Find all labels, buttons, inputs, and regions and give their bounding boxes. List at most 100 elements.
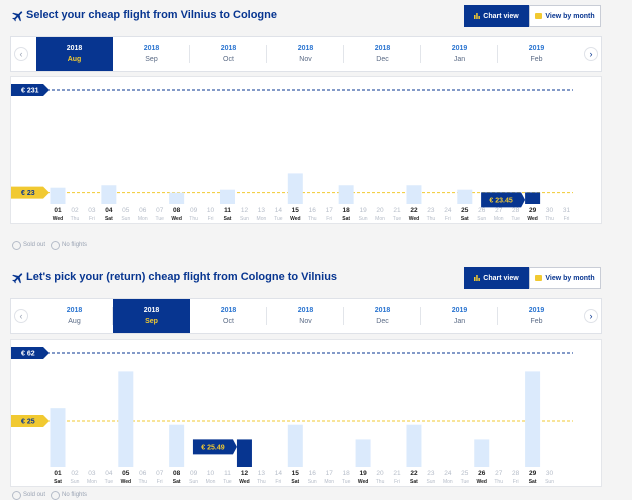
fare-bar[interactable]: [50, 408, 66, 467]
max-price-label: € 231: [21, 88, 39, 95]
day-number[interactable]: 01: [54, 207, 62, 214]
day-number: 12: [241, 207, 249, 214]
month-name: Feb: [530, 56, 543, 63]
day-number[interactable]: 22: [410, 207, 418, 214]
chevron-right-icon[interactable]: ›: [584, 47, 598, 61]
weekday-label: Thu: [494, 479, 503, 485]
fare-bar[interactable]: [169, 424, 185, 467]
chevron-right-icon[interactable]: ›: [584, 309, 598, 323]
day-number[interactable]: 04: [105, 207, 113, 214]
fare-bar[interactable]: [169, 192, 185, 204]
day-number[interactable]: 12: [241, 470, 249, 477]
day-number: 23: [427, 470, 435, 477]
month-name: Oct: [223, 318, 234, 325]
month-divider: [112, 307, 113, 325]
month-tab-dec[interactable]: 2018 Dec: [344, 299, 421, 333]
fare-bar[interactable]: [287, 424, 303, 467]
fare-bar[interactable]: [220, 189, 235, 204]
weekday-label: Mon: [324, 479, 334, 485]
day-number: 31: [563, 207, 571, 214]
max-price-tag: [11, 347, 49, 359]
day-number: 07: [156, 207, 164, 214]
fare-bar[interactable]: [406, 424, 422, 467]
month-divider: [343, 45, 344, 63]
return-chart-svg: € 62 € 25 01 Sat 02 Sun 03 Mon 04 Tue 05 Wed 06 Thu 07…: [11, 347, 573, 485]
day-number: 25: [461, 470, 469, 477]
plane-icon: [12, 273, 23, 284]
month-year: 2018: [297, 307, 314, 314]
sold-out-label: Sold out: [23, 242, 46, 248]
fare-bar[interactable]: [457, 189, 473, 204]
month-name: Nov: [299, 56, 312, 63]
fare-bar[interactable]: [474, 439, 490, 467]
day-number: 24: [444, 207, 452, 214]
selected-fare-bar[interactable]: [525, 192, 541, 204]
day-number[interactable]: 25: [461, 207, 469, 214]
fare-bar[interactable]: [50, 187, 66, 204]
month-tab-feb[interactable]: 2019 Feb: [498, 299, 575, 333]
day-number[interactable]: 29: [529, 470, 537, 477]
day-number[interactable]: 08: [173, 470, 181, 477]
month-tab-nov[interactable]: 2018 Nov: [267, 37, 344, 71]
day-number[interactable]: 19: [359, 470, 367, 477]
calendar-icon: [535, 13, 543, 19]
month-tab-jan[interactable]: 2019 Jan: [421, 299, 498, 333]
month-tab-sep[interactable]: 2018 Sep: [113, 299, 190, 333]
month-tab-nov[interactable]: 2018 Nov: [267, 299, 344, 333]
month-year: 2019: [528, 45, 545, 52]
day-number: 06: [139, 207, 147, 214]
weekday-label: Sat: [342, 216, 350, 222]
day-number[interactable]: 15: [292, 207, 300, 214]
month-tab-jan[interactable]: 2019 Jan: [421, 37, 498, 71]
fare-bar[interactable]: [338, 185, 354, 204]
month-tab-dec[interactable]: 2018 Dec: [344, 37, 421, 71]
day-number[interactable]: 18: [343, 207, 351, 214]
month-year: 2018: [220, 307, 237, 314]
weekday-label: Sat: [54, 479, 62, 485]
day-number[interactable]: 01: [54, 470, 62, 477]
weekday-label: Mon: [494, 216, 504, 222]
day-number[interactable]: 22: [410, 470, 418, 477]
weekday-label: Fri: [157, 479, 163, 485]
month-tab-oct[interactable]: 2018 Oct: [190, 299, 267, 333]
month-tab-sep[interactable]: 2018 Sep: [113, 37, 190, 71]
fare-bar[interactable]: [525, 371, 541, 467]
fare-bar[interactable]: [287, 173, 303, 204]
month-divider: [497, 307, 498, 325]
day-number[interactable]: 26: [478, 470, 486, 477]
month-divider: [497, 45, 498, 63]
day-number[interactable]: 29: [529, 207, 537, 214]
day-number: 20: [376, 207, 384, 214]
average-price-label: € 23: [21, 190, 35, 197]
price-tooltip: [192, 439, 237, 455]
chart-view-button[interactable]: Chart view: [464, 5, 529, 27]
weekday-label: Sat: [461, 216, 469, 222]
day-number[interactable]: 15: [292, 470, 300, 477]
weekday-label: Fri: [394, 479, 400, 485]
chevron-left-icon[interactable]: ‹: [14, 309, 28, 323]
chevron-left-icon[interactable]: ‹: [14, 47, 28, 61]
month-tab-feb[interactable]: 2019 Feb: [498, 37, 575, 71]
chart-view-button[interactable]: Chart view: [464, 267, 529, 289]
weekday-label: Sun: [477, 216, 486, 222]
selected-fare-bar[interactable]: [236, 439, 252, 467]
month-tab-oct[interactable]: 2018 Oct: [190, 37, 267, 71]
fare-bar[interactable]: [101, 185, 117, 204]
weekday-label: Thu: [376, 479, 385, 485]
day-number[interactable]: 11: [224, 207, 231, 214]
day-number: 28: [512, 207, 520, 214]
weekday-label: Mon: [443, 479, 453, 485]
view-by-month-button[interactable]: View by month: [529, 5, 601, 27]
fare-bar[interactable]: [118, 371, 134, 467]
month-tab-aug[interactable]: 2018 Aug: [36, 37, 113, 71]
day-number[interactable]: 08: [173, 207, 181, 214]
weekday-label: Fri: [564, 216, 570, 222]
day-number[interactable]: 05: [122, 470, 130, 477]
month-divider: [189, 45, 190, 63]
fare-bar[interactable]: [355, 439, 371, 467]
month-tab-aug[interactable]: 2018 Aug: [36, 299, 113, 333]
weekday-label: Sat: [410, 479, 418, 485]
fare-bar[interactable]: [406, 185, 422, 204]
view-by-month-button[interactable]: View by month: [529, 267, 601, 289]
average-price-tag: [11, 186, 49, 199]
